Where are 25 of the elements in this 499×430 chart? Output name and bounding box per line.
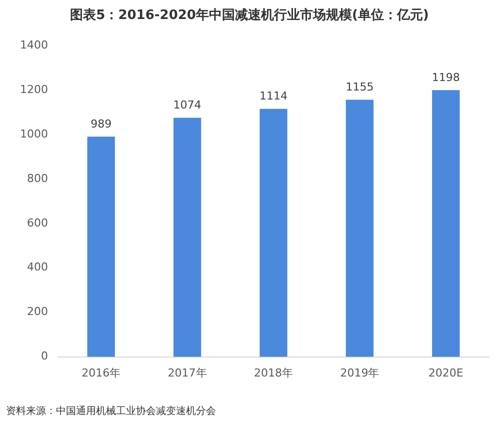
chart-title: 图表5：2016-2020年中国减速机行业市场规模(单位：亿元)	[70, 7, 429, 24]
bar	[346, 100, 374, 357]
x-tick-label: 2020E	[428, 366, 464, 380]
y-tick-label: 1200	[20, 82, 48, 96]
data-label: 1155	[346, 80, 374, 94]
data-label: 1198	[432, 70, 460, 84]
bar	[173, 118, 202, 357]
data-label: 1114	[259, 90, 288, 103]
y-tick-label: 1000	[20, 127, 48, 140]
data-label: 989	[90, 117, 112, 130]
y-tick-label: 1400	[20, 38, 48, 52]
x-tick-label: 2017年	[168, 366, 207, 380]
y-tick-label: 400	[26, 260, 48, 274]
bar	[87, 136, 115, 357]
y-tick-label: 200	[26, 305, 48, 318]
x-tick-label: 2018年	[254, 366, 293, 380]
x-tick-label: 2016年	[82, 366, 121, 380]
y-tick-label: 0	[40, 350, 48, 363]
text: 资料来源：中国通用机械工业协会减变速机分会	[6, 404, 216, 418]
data-label: 1074	[173, 98, 202, 112]
bar	[260, 108, 288, 357]
y-tick-label: 600	[26, 216, 48, 230]
y-tick-label: 800	[26, 172, 48, 185]
bar	[432, 90, 460, 357]
x-tick-label: 2019年	[340, 366, 380, 380]
